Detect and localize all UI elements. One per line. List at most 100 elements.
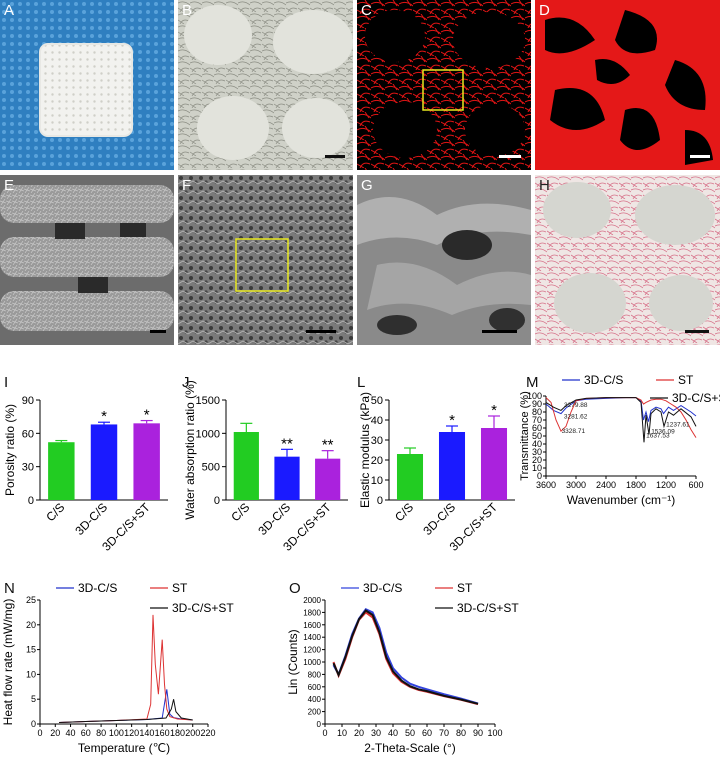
y-axis-label: Elastic modulus (kPa) — [358, 392, 372, 508]
legend-label: ST — [457, 581, 473, 595]
chart-letter-l: L — [357, 374, 366, 391]
panel-letter-h: H — [539, 177, 550, 194]
y-tick-label: 0 — [377, 495, 383, 507]
legend-label: 3D-C/S — [78, 581, 117, 595]
peak-annotation: 3281.62 — [564, 413, 588, 420]
y-tick-label: 80 — [532, 407, 542, 417]
chart-i-porosity: 0 30 60 90 Porosity ratio (%) C/S * 3D-C/S * 3D-C… — [0, 372, 178, 572]
x-tick-label: 3D-C/S — [72, 500, 110, 538]
x-tick-label: 220 — [200, 728, 215, 738]
bar — [315, 458, 341, 500]
panel-letter-b: B — [182, 2, 193, 19]
x-tick-label: 160 — [155, 728, 170, 738]
y-tick-label: 30 — [532, 447, 542, 457]
y-axis-label: Porosity ratio (%) — [3, 404, 17, 496]
bar — [48, 442, 75, 500]
significance-marker: ** — [281, 435, 293, 452]
y-tick-label: 0 — [214, 495, 220, 507]
x-tick-label: 90 — [473, 728, 483, 738]
chart-letter-m: M — [526, 374, 539, 391]
y-tick-label: 0 — [31, 719, 36, 729]
peak-annotation: 1536.09 — [651, 429, 675, 436]
significance-marker: * — [144, 407, 150, 424]
x-tick-label: 40 — [66, 728, 76, 738]
significance-marker: * — [101, 408, 107, 425]
chart-letter-n: N — [4, 580, 15, 597]
y-tick-label: 600 — [308, 683, 322, 692]
x-tick-label: 60 — [422, 728, 432, 738]
y-tick-label: 2000 — [303, 596, 321, 605]
y-tick-label: 0 — [537, 471, 542, 481]
chart-l-elastic-modulus: 0 10 20 30 40 50 Elastic modulus (kPa) C/S * 3D-C… — [355, 372, 525, 572]
legend-label: ST — [678, 373, 694, 387]
x-tick-label: 0 — [37, 728, 42, 738]
y-axis-label: Water absorption ratio (%) — [183, 380, 197, 520]
x-tick-label: 3000 — [566, 480, 586, 490]
y-tick-label: 25 — [26, 595, 36, 605]
y-tick-label: 60 — [532, 423, 542, 433]
series-line — [545, 397, 697, 438]
panel-h-stained-section: H — [535, 175, 720, 345]
x-tick-label: C/S — [43, 500, 67, 524]
x-axis-label: Wavenumber (cm⁻¹) — [567, 493, 676, 507]
x-tick-label: 200 — [185, 728, 200, 738]
y-tick-label: 10 — [26, 669, 36, 679]
panel-d-fluorescence-zoom: D — [535, 0, 720, 170]
y-tick-label: 1500 — [196, 395, 220, 407]
y-tick-label: 15 — [26, 645, 36, 655]
legend-label: 3D-C/S+ST — [172, 601, 234, 615]
y-tick-label: 50 — [371, 395, 383, 407]
bar — [90, 424, 118, 500]
y-tick-label: 90 — [532, 399, 542, 409]
significance-marker: ** — [322, 437, 334, 454]
y-tick-label: 70 — [532, 415, 542, 425]
x-tick-label: 60 — [81, 728, 91, 738]
y-axis-label: Lin (Counts) — [286, 629, 300, 694]
bar — [233, 432, 259, 500]
panel-b-light-micrograph: B — [178, 0, 353, 170]
legend-label: 3D-C/S+ST — [672, 391, 720, 405]
significance-marker: * — [449, 412, 455, 429]
y-tick-label: 400 — [308, 695, 322, 704]
x-tick-label: C/S — [228, 500, 252, 524]
y-tick-label: 200 — [308, 708, 322, 717]
panel-f-sem-micrograph: F — [178, 175, 353, 345]
x-tick-label: C/S — [392, 500, 416, 524]
x-tick-label: 70 — [439, 728, 449, 738]
y-axis-label: Transmittance (%) — [519, 391, 531, 480]
y-tick-label: 800 — [308, 670, 322, 679]
bar — [274, 456, 300, 500]
y-tick-label: 0 — [28, 495, 34, 507]
y-tick-label: 50 — [532, 431, 542, 441]
series-line — [545, 397, 697, 422]
chart-o-xrd: 0 200 400 600 800 1000 1200 1400 1600 1800 2000 0 10… — [285, 578, 519, 762]
x-axis-label: Temperature (℃) — [78, 741, 170, 755]
chart-letter-j: J — [182, 374, 190, 391]
y-tick-label: 1400 — [303, 633, 321, 642]
series-line — [59, 614, 193, 723]
x-tick-label: 3D-C/S — [255, 500, 293, 538]
x-tick-label: 120 — [124, 728, 139, 738]
panel-e-sem-micrograph: E — [0, 175, 174, 345]
bar — [396, 454, 424, 500]
significance-marker: * — [491, 402, 497, 419]
x-tick-label: 100 — [487, 728, 502, 738]
bar — [133, 423, 160, 500]
y-tick-label: 5 — [31, 694, 36, 704]
x-tick-label: 3D-C/S — [420, 500, 458, 538]
legend-label: 3D-C/S — [584, 373, 623, 387]
y-tick-label: 30 — [22, 462, 34, 474]
x-tick-label: 2400 — [596, 480, 616, 490]
x-tick-label: 30 — [371, 728, 381, 738]
y-tick-label: 1000 — [303, 658, 321, 667]
x-tick-label: 10 — [337, 728, 347, 738]
y-tick-label: 1600 — [303, 621, 321, 630]
panel-letter-a: A — [4, 2, 15, 19]
y-axis-label: Heat flow rate (mW/mg) — [1, 599, 15, 726]
legend-label: ST — [172, 581, 188, 595]
peak-annotation: 1237.61 — [666, 421, 690, 428]
x-tick-label: 180 — [170, 728, 185, 738]
panel-letter-d: D — [539, 2, 550, 19]
x-tick-label: 1200 — [656, 480, 676, 490]
y-tick-label: 10 — [532, 463, 542, 473]
